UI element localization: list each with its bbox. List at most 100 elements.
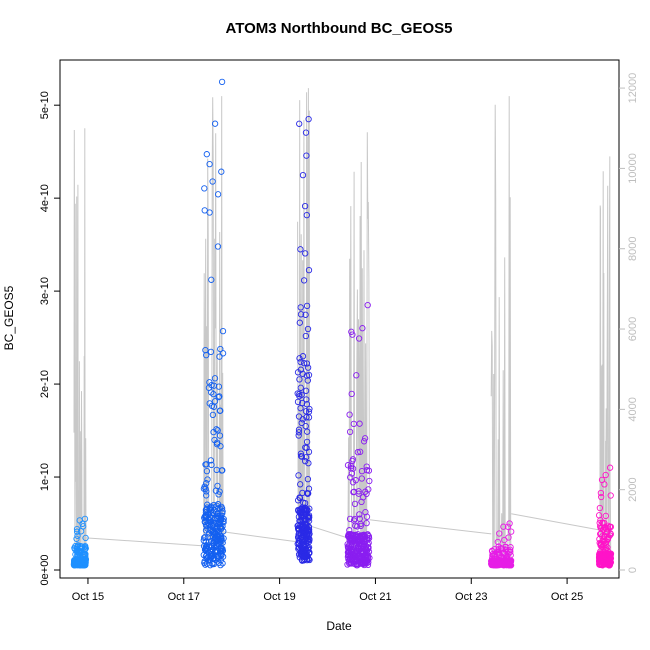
bc-point bbox=[297, 508, 305, 515]
bc-point bbox=[304, 428, 311, 435]
bc-point bbox=[218, 168, 225, 175]
bc-point bbox=[302, 129, 310, 136]
bc-point bbox=[502, 543, 509, 550]
bc-point bbox=[206, 400, 213, 407]
bc-point bbox=[362, 488, 369, 495]
bc-point bbox=[213, 502, 220, 509]
bc-point bbox=[207, 556, 214, 564]
right-y-tick-label: 2000 bbox=[627, 477, 639, 501]
x-tick-label: Oct 17 bbox=[168, 591, 200, 603]
bc-point bbox=[211, 398, 219, 405]
bc-point bbox=[212, 535, 220, 542]
bc-point bbox=[305, 517, 313, 525]
bc-point bbox=[305, 531, 312, 538]
bc-point bbox=[346, 531, 353, 539]
bc-point bbox=[363, 519, 370, 527]
bc-point bbox=[488, 561, 495, 569]
bc-point bbox=[202, 533, 209, 541]
bc-point bbox=[210, 539, 217, 546]
bc-point bbox=[351, 500, 359, 508]
bc-point bbox=[352, 522, 359, 529]
bc-point bbox=[203, 488, 210, 495]
bc-point bbox=[301, 521, 309, 528]
bc-point bbox=[208, 543, 216, 550]
bc-point bbox=[203, 560, 211, 567]
left-y-tick-label: 5e-10 bbox=[39, 91, 51, 119]
left-y-tick-label: 3e-10 bbox=[39, 277, 51, 305]
bc-point bbox=[302, 552, 309, 559]
bc-point bbox=[296, 319, 303, 326]
bc-point bbox=[216, 488, 223, 495]
bc-point bbox=[217, 544, 224, 551]
right-y-tick-label: 6000 bbox=[627, 317, 639, 341]
bc-point bbox=[77, 546, 84, 553]
bc-point bbox=[77, 528, 85, 535]
altitude-trace bbox=[347, 132, 370, 550]
bc-point bbox=[214, 427, 221, 434]
bc-point bbox=[303, 489, 311, 497]
bc-point bbox=[295, 429, 303, 436]
bc-point bbox=[346, 559, 354, 566]
bc-point bbox=[202, 346, 209, 354]
bc-point bbox=[306, 405, 313, 413]
bc-point bbox=[299, 399, 306, 407]
bc-point bbox=[300, 359, 308, 367]
bc-point bbox=[357, 520, 364, 528]
bc-point bbox=[201, 185, 208, 192]
bc-point bbox=[364, 301, 371, 309]
altitude-trace bbox=[490, 96, 512, 561]
bc-point bbox=[499, 545, 506, 552]
bc-point bbox=[357, 448, 364, 455]
bc-point bbox=[296, 376, 303, 383]
altitude-trace bbox=[73, 128, 87, 566]
right-y-tick-label: 12000 bbox=[627, 73, 639, 104]
bc-point bbox=[601, 552, 609, 560]
bc-point bbox=[504, 523, 512, 530]
left-y-tick-label: 1e-10 bbox=[39, 463, 51, 491]
bc-point bbox=[362, 508, 369, 516]
left-y-axis: 0e+00 1e-10 2e-10 3e-10 4e-10 5e-10 bbox=[39, 91, 60, 585]
altitude-connector bbox=[309, 525, 348, 539]
bc-point bbox=[218, 467, 225, 474]
bc-point bbox=[350, 420, 357, 428]
bc-point bbox=[81, 515, 89, 523]
bc-point bbox=[296, 494, 303, 501]
bc-point bbox=[300, 553, 307, 561]
bc-point bbox=[296, 120, 303, 127]
bc-point bbox=[596, 552, 603, 559]
bc-point bbox=[299, 416, 306, 423]
altitude-series bbox=[73, 88, 612, 566]
bc-point bbox=[598, 493, 605, 501]
bc-point bbox=[203, 492, 210, 499]
bc-point bbox=[346, 428, 354, 436]
bc-point bbox=[295, 521, 302, 529]
bc-point bbox=[302, 422, 309, 430]
bc-point bbox=[214, 243, 222, 250]
bc-point bbox=[356, 555, 363, 563]
bc-point bbox=[359, 325, 366, 332]
bc-point bbox=[303, 414, 310, 421]
bc-point bbox=[302, 444, 309, 451]
bc-point bbox=[358, 467, 366, 475]
bc-point bbox=[73, 535, 80, 542]
bc-point bbox=[212, 549, 219, 556]
bc-point bbox=[360, 438, 368, 445]
bc-point bbox=[489, 550, 497, 557]
bc-point bbox=[350, 488, 357, 496]
bc-point bbox=[206, 160, 213, 168]
bc-point bbox=[211, 375, 219, 382]
bc-point bbox=[297, 311, 305, 318]
x-tick-label: Oct 19 bbox=[263, 591, 295, 603]
bc-point bbox=[301, 202, 309, 210]
bc-point bbox=[506, 520, 513, 527]
bc-point bbox=[347, 474, 354, 481]
bc-point bbox=[219, 508, 226, 515]
bc-point bbox=[218, 545, 225, 552]
bc-point bbox=[297, 246, 304, 253]
bc-point bbox=[218, 78, 226, 86]
bc-point bbox=[346, 515, 354, 523]
bc-point bbox=[299, 353, 307, 360]
bc-point bbox=[213, 548, 220, 555]
bc-point bbox=[596, 519, 603, 527]
